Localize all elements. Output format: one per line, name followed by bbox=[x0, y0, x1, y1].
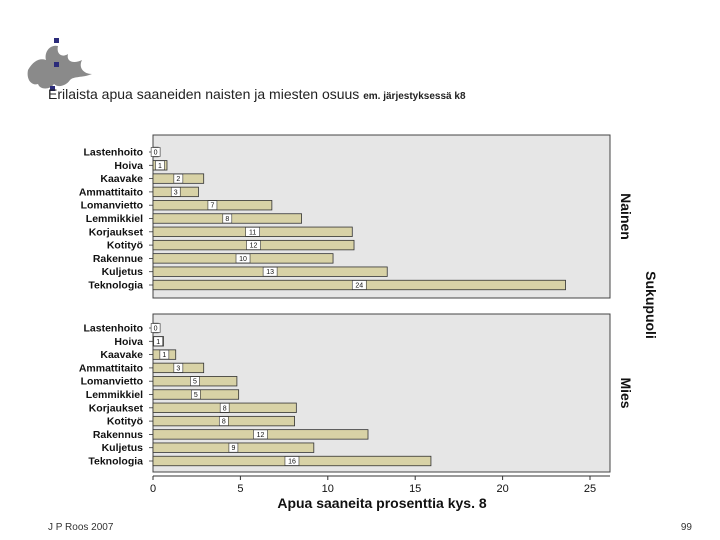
category-label-mies-7: Kotityö bbox=[107, 416, 143, 428]
data-label-mies-10: 16 bbox=[288, 459, 296, 466]
category-label-mies-1: Hoiva bbox=[114, 336, 143, 348]
data-label-mies-6: 8 bbox=[223, 405, 227, 412]
data-label-box-mies-8 bbox=[253, 429, 268, 440]
category-label-nainen-10: Teknologia bbox=[88, 280, 143, 292]
data-label-box-nainen-3 bbox=[170, 187, 181, 197]
panel-strip-nainen: Nainen bbox=[618, 193, 634, 240]
category-label-nainen-7: Kotityö bbox=[107, 240, 143, 252]
x-tick-label-2: 10 bbox=[322, 483, 334, 495]
data-label-box-mies-5 bbox=[191, 389, 201, 400]
x-axis-label: Apua saaneita prosenttia kys. 8 bbox=[277, 495, 487, 511]
data-label-box-mies-9 bbox=[228, 442, 239, 453]
data-label-box-nainen-8 bbox=[235, 253, 251, 264]
data-label-box-nainen-2 bbox=[173, 173, 184, 184]
category-label-mies-9: Kuljetus bbox=[102, 442, 144, 454]
data-label-mies-8: 12 bbox=[257, 432, 265, 439]
data-label-nainen-0: 0 bbox=[154, 150, 158, 157]
data-label-mies-4: 5 bbox=[193, 379, 197, 386]
category-label-nainen-4: Lomanvietto bbox=[81, 200, 143, 212]
logo-flame-shape bbox=[27, 45, 92, 89]
data-label-box-nainen-7 bbox=[246, 240, 261, 250]
category-label-mies-3: Ammattitaito bbox=[79, 362, 143, 374]
category-label-nainen-9: Kuljetus bbox=[102, 266, 144, 278]
title-suffix: em. järjestyksessä k8 bbox=[363, 91, 466, 102]
title-main: Erilaista apua saaneiden naisten ja mies… bbox=[48, 86, 360, 102]
category-label-mies-2: Kaavake bbox=[100, 349, 143, 361]
logo-square-mid bbox=[54, 62, 59, 67]
category-label-mies-6: Korjaukset bbox=[89, 402, 144, 414]
footer-author: J P Roos 2007 bbox=[48, 522, 114, 533]
category-label-nainen-2: Kaavake bbox=[100, 173, 143, 185]
data-label-box-mies-1 bbox=[153, 336, 164, 347]
x-tick-label-0: 0 bbox=[150, 483, 156, 495]
category-label-mies-4: Lomanvietto bbox=[81, 376, 143, 388]
data-label-nainen-2: 2 bbox=[176, 176, 180, 183]
data-label-box-mies-4 bbox=[190, 376, 200, 387]
data-label-box-mies-7 bbox=[218, 416, 229, 426]
data-label-box-mies-6 bbox=[219, 402, 230, 413]
x-tick-label-1: 5 bbox=[237, 483, 243, 495]
data-label-mies-2: 1 bbox=[162, 352, 166, 359]
data-label-box-nainen-9 bbox=[262, 266, 278, 277]
data-label-box-nainen-10 bbox=[351, 280, 367, 290]
facet-title: Sukupuoli bbox=[643, 271, 659, 339]
data-label-nainen-6: 11 bbox=[249, 229, 256, 236]
data-label-box-mies-10 bbox=[284, 456, 300, 466]
category-label-nainen-5: Lemmikkiel bbox=[86, 213, 143, 225]
category-label-nainen-8: Rakennue bbox=[93, 253, 143, 265]
data-label-box-nainen-0 bbox=[150, 147, 161, 157]
category-label-mies-8: Rakennus bbox=[93, 429, 143, 441]
data-label-box-mies-0 bbox=[150, 323, 161, 333]
category-label-mies-0: Lastenhoito bbox=[84, 323, 144, 335]
data-label-mies-1: 1 bbox=[156, 339, 160, 346]
x-tick-label-3: 15 bbox=[409, 483, 421, 495]
data-label-box-nainen-1 bbox=[155, 160, 165, 171]
category-label-nainen-6: Korjaukset bbox=[89, 226, 144, 238]
data-label-box-nainen-5 bbox=[222, 213, 233, 224]
category-label-mies-5: Lemmikkiel bbox=[86, 389, 143, 401]
data-label-box-nainen-4 bbox=[207, 200, 218, 210]
category-label-nainen-1: Hoiva bbox=[114, 160, 143, 172]
slide-title: Erilaista apua saaneiden naisten ja mies… bbox=[48, 86, 466, 102]
data-label-mies-0: 0 bbox=[154, 326, 158, 333]
data-label-nainen-5: 8 bbox=[225, 216, 229, 223]
data-label-mies-5: 5 bbox=[194, 392, 198, 399]
data-label-nainen-3: 3 bbox=[174, 189, 178, 196]
logo-square-bottom bbox=[50, 86, 55, 91]
data-label-box-mies-2 bbox=[159, 349, 170, 360]
data-label-mies-7: 8 bbox=[222, 419, 226, 426]
data-label-mies-3: 3 bbox=[176, 365, 180, 372]
data-label-nainen-10: 24 bbox=[355, 283, 363, 290]
category-label-nainen-0: Lastenhoito bbox=[84, 147, 144, 159]
x-tick-label-4: 20 bbox=[496, 483, 508, 495]
data-label-nainen-7: 12 bbox=[250, 243, 258, 250]
x-tick-label-5: 25 bbox=[584, 483, 596, 495]
page-number: 99 bbox=[680, 522, 692, 533]
data-label-nainen-4: 7 bbox=[210, 203, 214, 210]
data-label-box-mies-3 bbox=[173, 363, 184, 373]
data-label-mies-9: 9 bbox=[231, 445, 235, 452]
data-label-box-nainen-6 bbox=[245, 227, 260, 237]
category-label-nainen-3: Ammattitaito bbox=[79, 186, 143, 198]
university-logo bbox=[27, 38, 92, 91]
logo-square-top bbox=[54, 38, 59, 43]
panel-strip-mies: Mies bbox=[618, 377, 634, 408]
data-label-nainen-9: 13 bbox=[266, 269, 274, 276]
data-label-nainen-8: 10 bbox=[239, 256, 247, 263]
category-label-mies-10: Teknologia bbox=[88, 456, 143, 468]
data-label-nainen-1: 1 bbox=[158, 163, 162, 170]
